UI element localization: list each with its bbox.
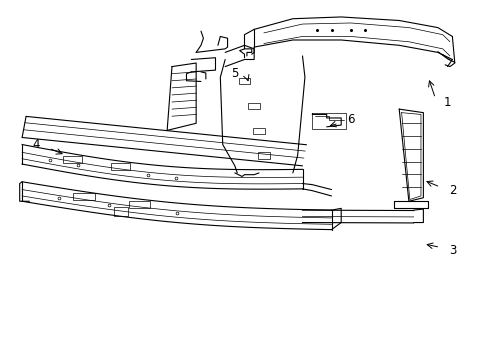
Text: 5: 5 (231, 67, 238, 80)
Bar (253, 127, 264, 134)
Bar (248, 103, 260, 109)
Text: 4: 4 (33, 138, 41, 151)
Bar (258, 152, 269, 159)
Text: 6: 6 (346, 113, 354, 126)
Text: 1: 1 (443, 95, 450, 108)
Bar (110, 163, 130, 170)
Bar (63, 156, 82, 163)
Bar (129, 201, 150, 208)
Bar (114, 207, 128, 216)
Bar (73, 193, 95, 201)
Text: 2: 2 (447, 184, 455, 197)
Bar (238, 78, 250, 84)
Text: 3: 3 (448, 244, 455, 257)
